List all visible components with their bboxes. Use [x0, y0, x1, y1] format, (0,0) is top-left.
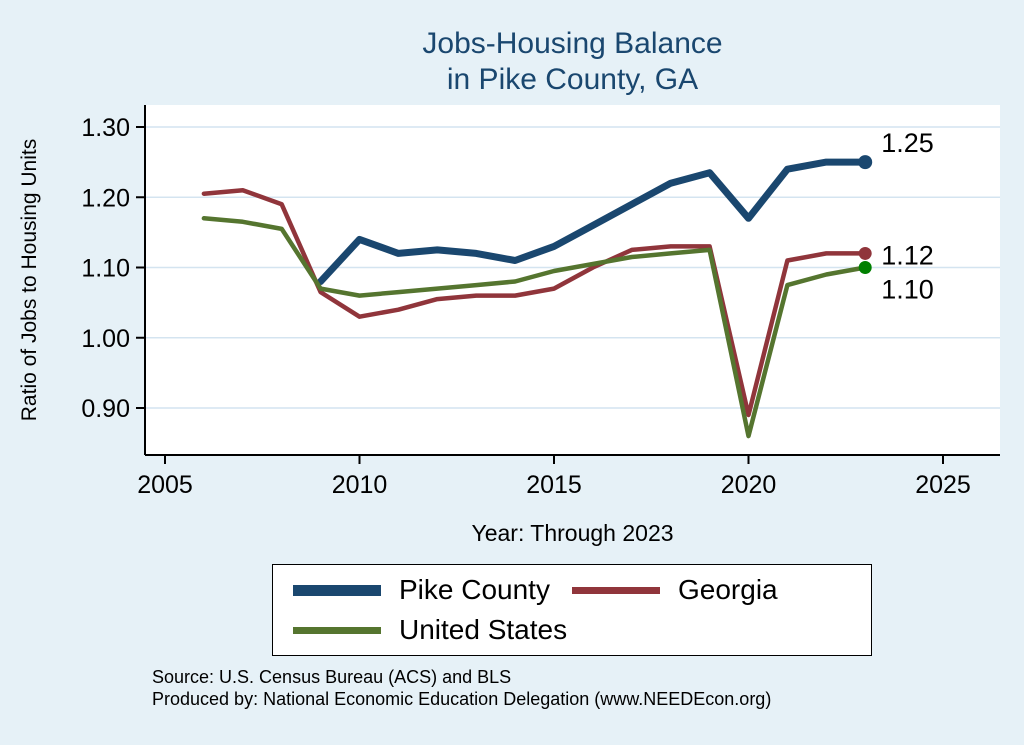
legend: Pike County Georgia United States — [272, 564, 872, 656]
chart-title-line1: Jobs-Housing Balance — [422, 27, 723, 60]
end-marker-georgia — [858, 246, 872, 260]
legend-label-georgia: Georgia — [678, 574, 778, 605]
y-axis-title: Ratio of Jobs to Housing Units — [18, 139, 41, 421]
end-marker-pike-county — [858, 155, 873, 170]
line-chart: Ratio of Jobs to Housing Units 1.30 1.20 1… — [18, 105, 1000, 499]
x-axis-title: Year: Through 2023 — [471, 520, 674, 546]
end-marker-united-states — [858, 261, 872, 274]
source-note: Source: U.S. Census Bureau (ACS) and BLS… — [152, 666, 771, 710]
y-tick-label: 1.30 — [81, 114, 130, 142]
y-tick-label: 1.20 — [81, 184, 130, 212]
x-tick-label: 2025 — [915, 471, 971, 499]
source-line2: Produced by: National Economic Education… — [152, 689, 772, 709]
y-tick-label: 1.00 — [81, 325, 130, 353]
x-tick-label: 2005 — [137, 471, 193, 499]
legend-label-pike-county: Pike County — [399, 574, 550, 605]
end-label-georgia: 1.12 — [881, 240, 934, 270]
legend-item-united-states: United States — [293, 614, 572, 646]
legend-item-pike-county: Pike County — [293, 574, 572, 606]
x-tick-label: 2010 — [332, 471, 388, 499]
end-label-united-states: 1.10 — [881, 275, 934, 305]
x-tick-label: 2015 — [526, 471, 582, 499]
chart-title-line2: in Pike County, GA — [446, 63, 699, 96]
end-label-pike-county: 1.25 — [881, 128, 934, 158]
line-united-states — [201, 216, 868, 439]
chart-title: Jobs-Housing Balance in Pike County, GA — [145, 26, 1000, 98]
legend-label-united-states: United States — [399, 614, 568, 645]
y-tick-label: 1.10 — [81, 255, 130, 283]
x-tick-label: 2020 — [721, 471, 777, 499]
legend-swatch-georgia — [572, 586, 660, 594]
legend-swatch-pike-county — [293, 584, 381, 596]
line-pike-county — [317, 158, 869, 285]
source-line1: Source: U.S. Census Bureau (ACS) and BLS — [152, 667, 512, 687]
legend-swatch-united-states — [293, 626, 381, 634]
y-tick-label: 0.90 — [81, 395, 130, 423]
legend-item-georgia: Georgia — [572, 574, 851, 606]
